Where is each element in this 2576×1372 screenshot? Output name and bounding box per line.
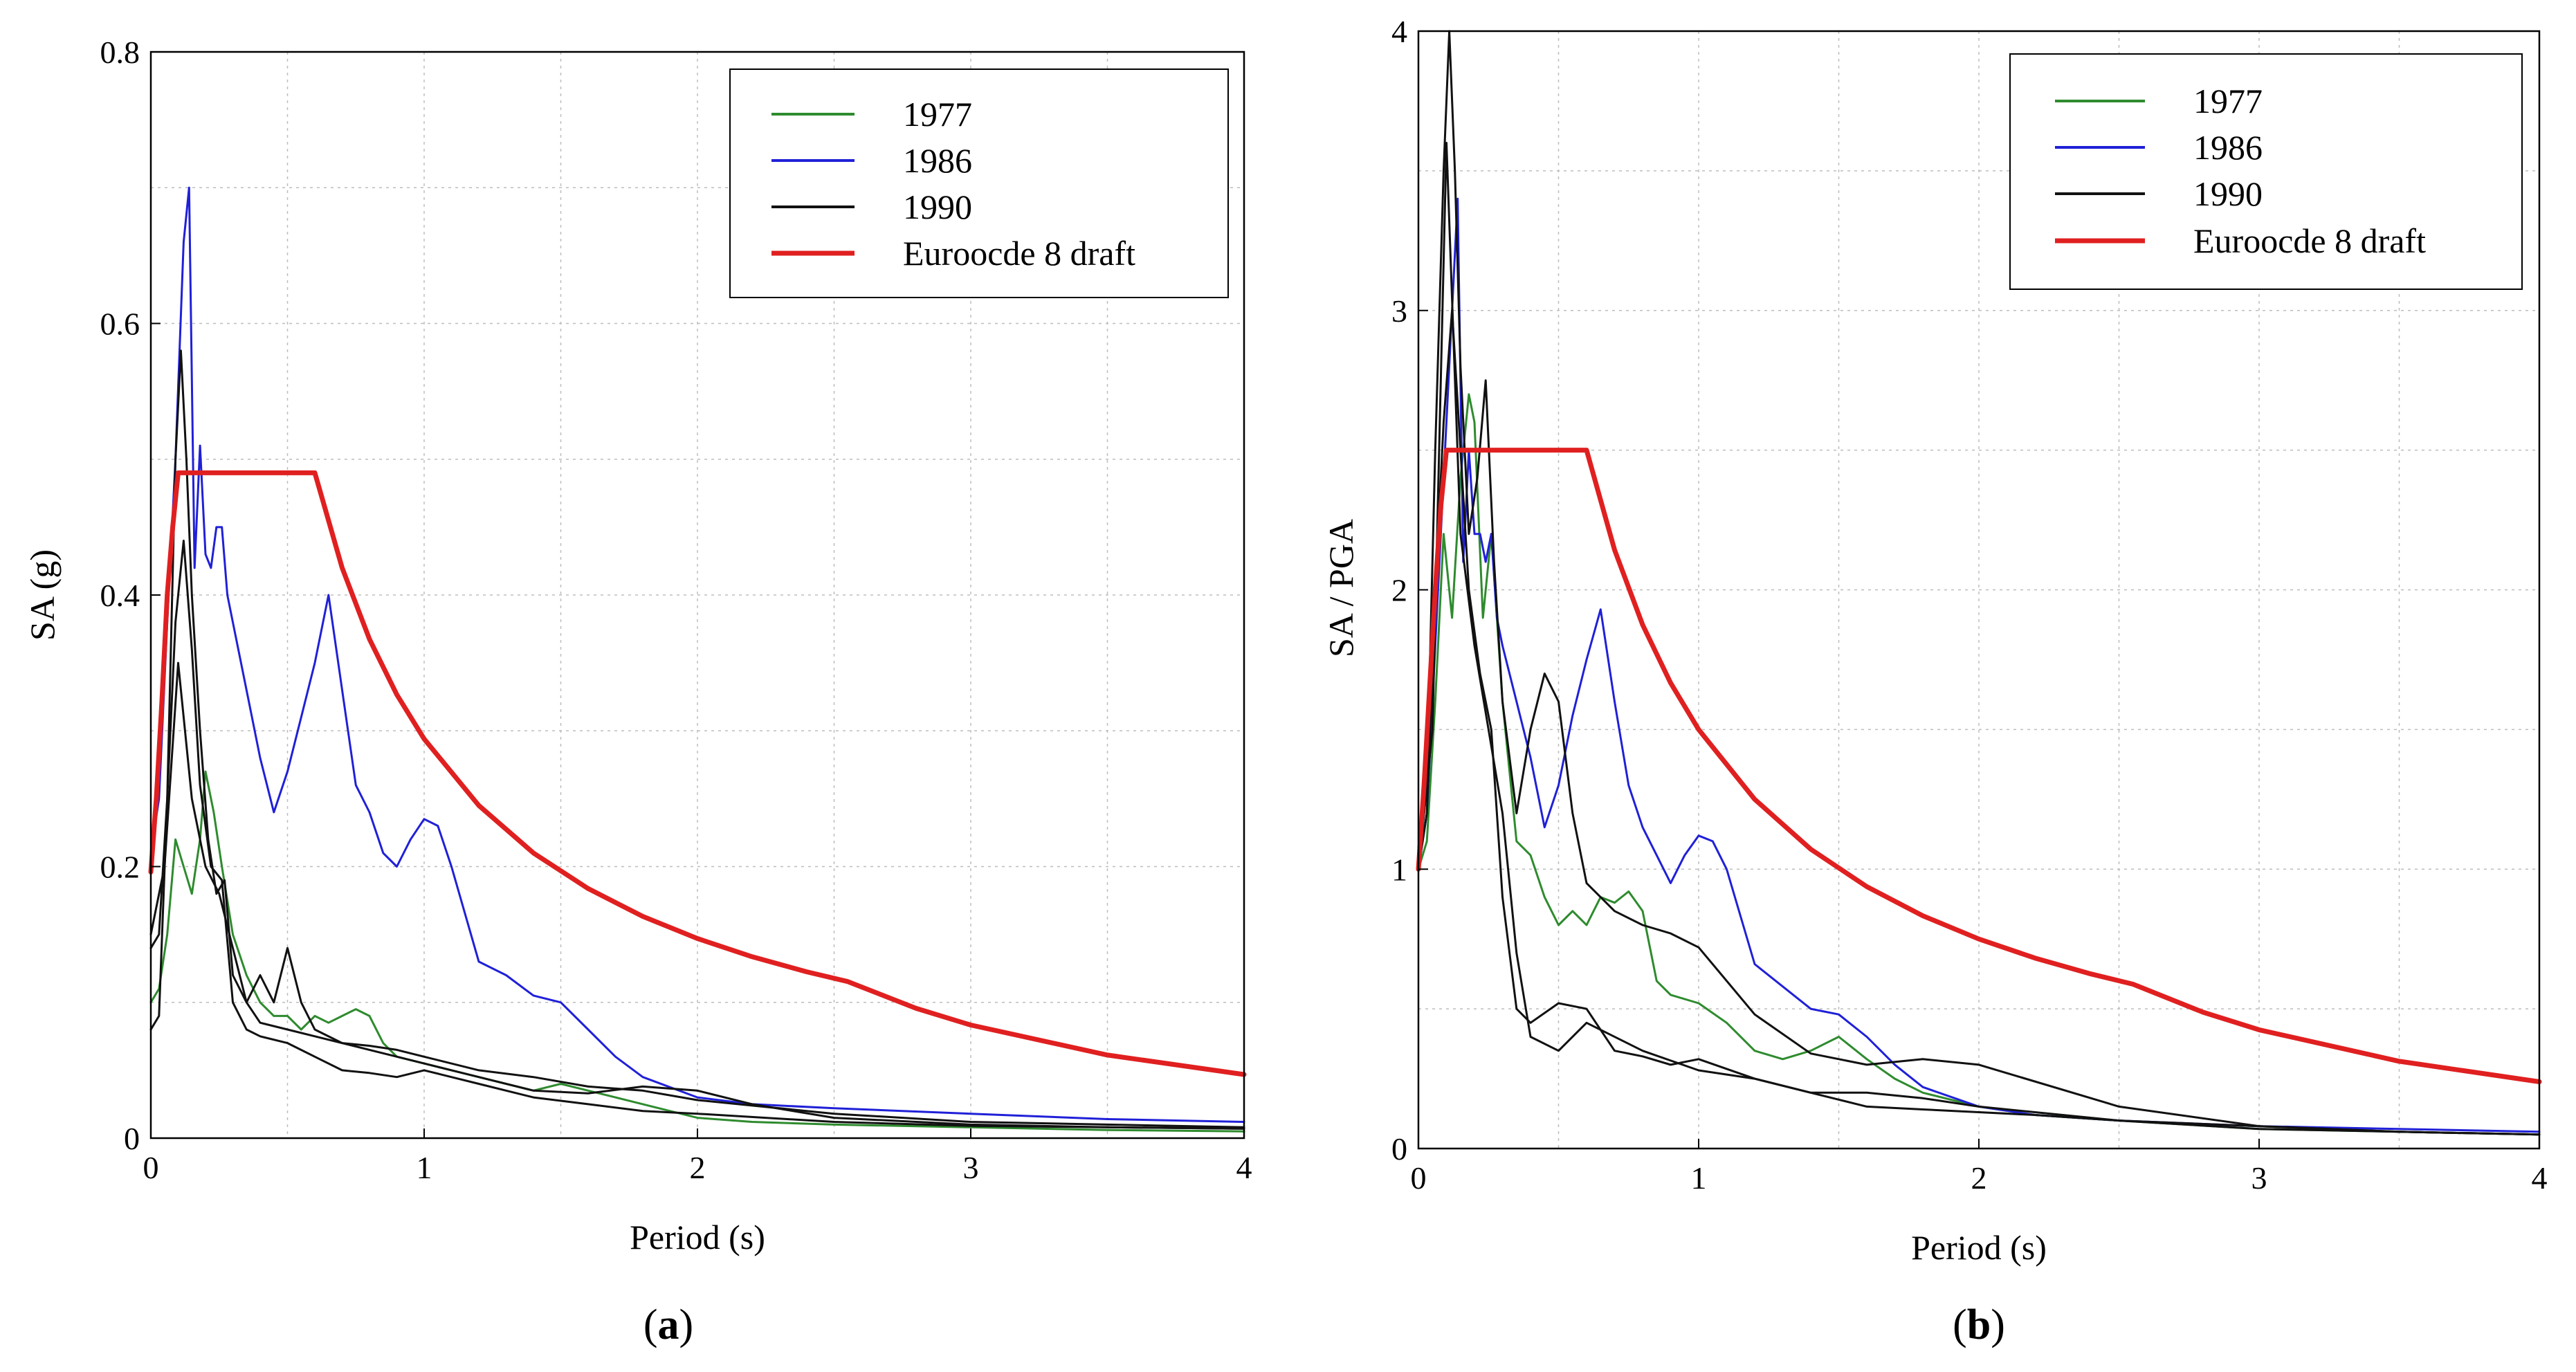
y-tick-label: 0.2 (100, 850, 140, 885)
x-axis-label-b: Period (s) (1911, 1228, 2047, 1267)
series-line-1977-b (1417, 393, 2541, 1136)
series-line-1990-b (1417, 30, 2541, 1136)
legend-label-1990-a: 1990 (903, 187, 972, 226)
caption-a-open: ( (643, 1301, 658, 1348)
legend-label-ec8-b: Euroocde 8 draft (2193, 221, 2426, 260)
y-axis-label-b: SA / PGA (1322, 519, 1360, 657)
series-layer-b (1416, 30, 2542, 1136)
y-tick-label: 0 (124, 1121, 140, 1156)
x-tick-label: 0 (1411, 1160, 1427, 1196)
x-axis-label-a: Period (s) (630, 1218, 765, 1256)
caption-a-close: ) (679, 1301, 694, 1348)
panel-a: 0 1 2 3 4 0 0.2 0.4 0.6 0.8 Period (s) SA (g) 197… (23, 35, 1252, 1256)
x-tick-label: 1 (1691, 1160, 1707, 1196)
x-tick-label: 0 (143, 1150, 159, 1185)
caption-b-close: ) (1991, 1301, 2005, 1348)
legend-label-1990-b: 1990 (2193, 174, 2263, 213)
caption-b-open: ( (1953, 1301, 1967, 1348)
legend-label-1986-a: 1986 (903, 141, 972, 180)
x-tick-label: 2 (690, 1150, 706, 1185)
legend-label-1977-a: 1977 (903, 95, 972, 134)
caption-b-label: b (1967, 1301, 1991, 1348)
legend-label-ec8-a: Euroocde 8 draft (903, 234, 1135, 273)
y-tick-label: 2 (1391, 573, 1407, 608)
series-line-1986-a (149, 186, 1245, 1123)
caption-a: (a) (643, 1301, 693, 1348)
x-tick-label: 3 (2251, 1160, 2267, 1196)
legend-label-1977-b: 1977 (2193, 82, 2263, 120)
y-tick-label: 0.4 (100, 578, 140, 613)
series-line-1977-a (149, 770, 1245, 1133)
series-line-1990c-a (149, 661, 1245, 1130)
y-axis-label-a: SA (g) (23, 549, 62, 641)
ticks-a: 0 1 2 3 4 0 0.2 0.4 0.6 0.8 (100, 35, 1252, 1185)
caption-a-label: a (658, 1301, 679, 1348)
x-tick-label: 2 (1971, 1160, 1987, 1196)
series-line-euroocde-8-draft-a (148, 470, 1247, 1077)
series-line-1990c-b (1417, 142, 2541, 1136)
series-line-euroocde-8-draft-b (1416, 448, 2542, 1084)
legend-label-1986-b: 1986 (2193, 128, 2263, 167)
y-tick-label: 3 (1391, 293, 1407, 329)
series-layer-a (148, 186, 1247, 1133)
y-tick-label: 0.8 (100, 35, 140, 70)
legend-box-b (2009, 53, 2523, 290)
x-tick-label: 4 (2532, 1160, 2548, 1196)
y-tick-label: 0 (1391, 1131, 1407, 1167)
y-tick-label: 0.6 (100, 307, 140, 342)
legend-a: 1977 1986 1990 Euroocde 8 draft (729, 68, 1229, 298)
x-tick-label: 3 (963, 1150, 979, 1185)
legend-box-a (729, 68, 1229, 298)
grid-b (1418, 31, 2539, 1149)
x-tick-label: 4 (1236, 1150, 1252, 1185)
caption-b: (b) (1953, 1301, 2005, 1348)
y-tick-label: 1 (1391, 852, 1407, 887)
series-line-1990b-a (149, 540, 1245, 1130)
legend-b: 1977 1986 1990 Euroocde 8 draft (2009, 53, 2523, 290)
ticks-b: 0 1 2 3 4 0 1 2 3 4 (1391, 14, 2548, 1196)
y-tick-label: 4 (1391, 14, 1407, 49)
panel-b: 0 1 2 3 4 0 1 2 3 4 Period (s) SA / PGA 1977 1986… (1322, 14, 2548, 1267)
x-tick-label: 1 (417, 1150, 432, 1185)
series-line-1990-a (149, 349, 1245, 1128)
